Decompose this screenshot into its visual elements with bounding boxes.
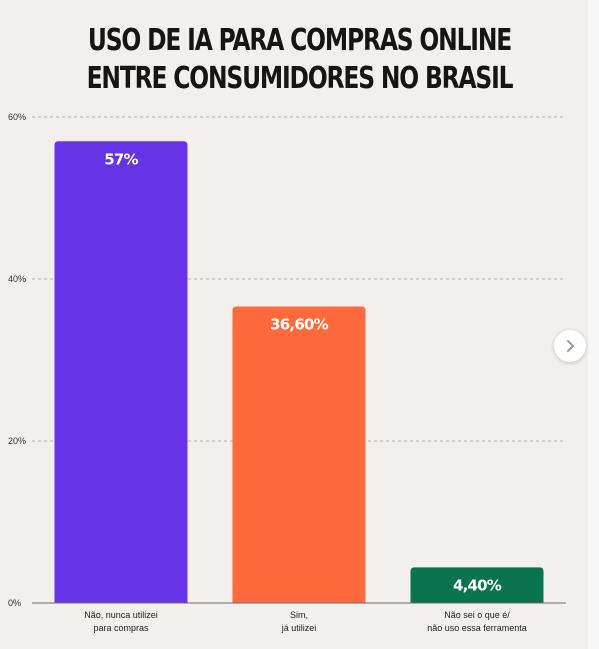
chart-title: USO DE IA PARA COMPRAS ONLINE ENTRE CONS… [66,22,533,98]
bar [232,306,366,603]
y-tick-label: 0% [8,598,21,608]
chevron-right-icon [567,340,574,352]
bar [54,141,188,604]
x-tick-label: Não, nunca utilizei [84,610,158,620]
data-label: 4,40% [453,576,502,594]
y-tick-label: 60% [8,112,26,122]
x-tick-label: não uso essa ferramenta [427,623,527,633]
next-slide-button[interactable] [554,330,586,362]
chart-title-line-2: ENTRE CONSUMIDORES NO BRASIL [86,61,514,96]
y-tick-label: 40% [8,274,26,284]
x-tick-label: Não sei o que é/ [444,610,510,620]
x-tick-label: para compras [93,623,149,633]
data-label: 57% [104,150,138,168]
chart-title-line-1: USO DE IA PARA COMPRAS ONLINE [87,23,512,58]
x-tick-label: Sim, [290,610,308,620]
page-edge [588,0,599,649]
y-tick-label: 20% [8,436,26,446]
bar [410,567,544,603]
data-label: 36,60% [270,316,328,334]
x-tick-label: já utilizei [281,623,317,633]
